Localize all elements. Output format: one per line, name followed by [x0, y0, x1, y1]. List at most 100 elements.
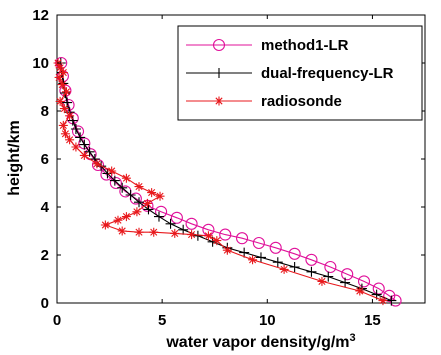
data-point — [324, 260, 337, 274]
data-point — [222, 245, 232, 255]
data-point — [214, 96, 224, 106]
y-tick-label: 0 — [41, 295, 49, 312]
data-point — [212, 236, 222, 246]
data-point — [272, 257, 283, 268]
ticks-layer: 0 5 10 15 0 2 4 6 8 10 12 — [32, 7, 425, 329]
legend-entry-method1-LR: method1-LR — [186, 37, 349, 54]
data-point — [65, 111, 75, 121]
data-point — [203, 231, 213, 241]
data-point — [60, 129, 70, 139]
data-point — [219, 228, 232, 241]
data-point — [57, 80, 67, 90]
data-point — [178, 224, 189, 235]
data-point — [269, 241, 282, 254]
legend-entry-radiosonde: radiosonde — [186, 93, 342, 110]
y-tick-label: 8 — [41, 103, 49, 120]
data-point — [185, 217, 198, 230]
data-point — [109, 176, 122, 190]
data-point — [341, 268, 354, 281]
data-point — [79, 150, 89, 160]
data-point — [305, 253, 318, 266]
data-point — [378, 296, 388, 306]
data-point — [54, 72, 64, 82]
data-point — [70, 124, 81, 134]
data-point — [357, 275, 371, 288]
data-point — [58, 68, 68, 78]
data-point — [65, 135, 75, 145]
data-point — [187, 230, 197, 240]
data-point — [55, 63, 65, 73]
data-point — [62, 98, 75, 112]
data-point — [170, 211, 183, 224]
data-point — [149, 227, 159, 237]
data-point — [383, 289, 396, 302]
data-point — [109, 175, 120, 186]
data-point — [248, 255, 258, 265]
legend-entry-dual-frequency-LR: dual-frequency-LR — [186, 65, 394, 82]
series-radiosonde — [53, 58, 388, 306]
data-point — [92, 159, 102, 169]
data-point — [55, 96, 65, 106]
data-point — [67, 115, 78, 126]
x-tick-label: 0 — [53, 312, 61, 329]
y-tick-label: 2 — [41, 247, 49, 264]
data-point — [155, 191, 165, 201]
data-point — [117, 182, 128, 193]
data-point — [61, 87, 71, 97]
data-point — [132, 207, 142, 217]
data-point — [340, 277, 351, 288]
x-axis-label: water vapor density/g/m3 — [165, 332, 355, 351]
data-point — [279, 264, 289, 274]
legend-label: radiosonde — [261, 93, 342, 110]
data-point — [134, 227, 144, 237]
data-point — [212, 38, 226, 52]
data-point — [121, 173, 131, 183]
y-tick-label: 6 — [41, 151, 49, 168]
data-point — [121, 212, 131, 222]
series-layer — [53, 56, 402, 307]
data-point — [214, 68, 224, 78]
legend-entries: method1-LR dual-frequency-LR radiosonde — [186, 37, 394, 110]
legend-label: method1-LR — [261, 37, 349, 54]
data-point — [355, 286, 365, 296]
data-point — [107, 166, 117, 176]
data-point — [165, 218, 176, 229]
y-tick-label: 10 — [32, 55, 49, 72]
data-point — [153, 211, 164, 222]
data-point — [125, 190, 136, 200]
data-point — [79, 139, 90, 150]
data-point — [323, 271, 334, 282]
y-axis-label: height/km — [6, 120, 23, 196]
data-point — [84, 146, 95, 157]
data-point — [134, 182, 144, 192]
y-tick-label: 12 — [32, 7, 49, 24]
data-point — [134, 197, 145, 208]
data-point — [236, 232, 249, 245]
data-point — [170, 228, 180, 238]
x-tick-label: 15 — [364, 312, 381, 329]
data-point — [71, 142, 81, 152]
data-point — [117, 226, 127, 236]
x-tick-label: 10 — [259, 312, 276, 329]
data-point — [142, 198, 152, 208]
data-point — [306, 266, 317, 277]
data-point — [288, 247, 301, 260]
data-point — [386, 295, 397, 306]
legend: method1-LR dual-frequency-LR radiosonde — [177, 25, 423, 121]
data-point — [113, 215, 123, 225]
data-point — [59, 104, 69, 114]
data-point — [252, 236, 265, 250]
data-point — [75, 132, 86, 143]
data-point — [317, 276, 327, 286]
data-point — [289, 262, 300, 272]
data-point — [239, 247, 250, 258]
data-point — [255, 252, 266, 263]
y-tick-label: 4 — [41, 199, 50, 216]
data-point — [102, 168, 113, 179]
legend-label: dual-frequency-LR — [261, 65, 394, 82]
x-tick-label: 5 — [158, 312, 166, 329]
data-point — [100, 220, 110, 230]
data-point — [147, 188, 157, 198]
data-point — [58, 120, 68, 130]
